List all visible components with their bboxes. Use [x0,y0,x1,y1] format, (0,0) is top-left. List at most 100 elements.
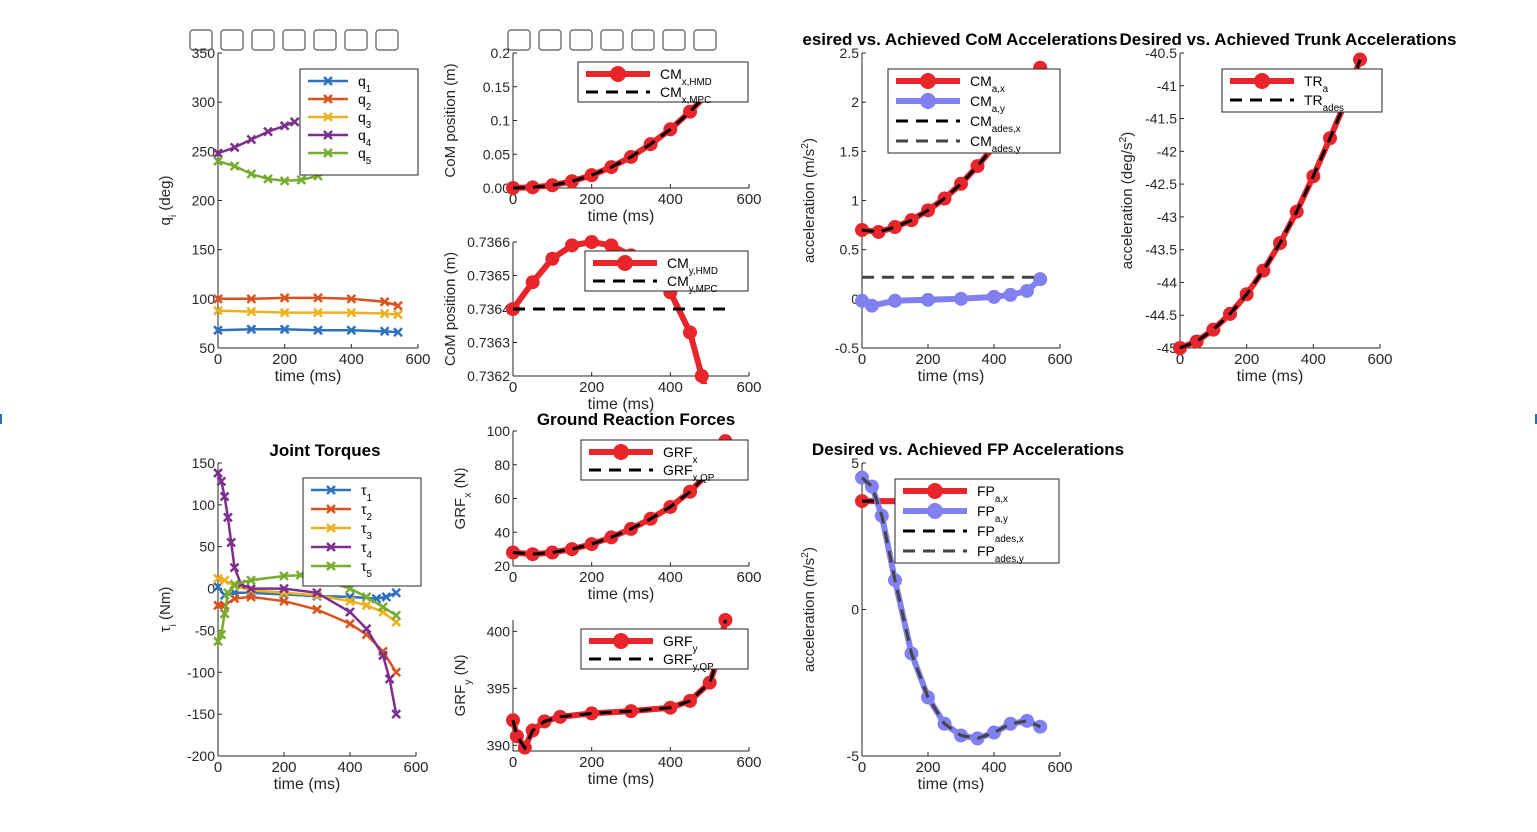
home-icon[interactable] [693,29,717,51]
data-point [216,476,227,487]
print-icon[interactable] [220,29,244,51]
data-point [565,542,579,557]
y-tick-label: -44 [1157,274,1177,290]
data-point [361,592,372,602]
data-point [393,309,403,320]
data-point [216,629,227,640]
data-point [584,235,599,249]
data-point [1033,272,1048,287]
legend-icon[interactable] [569,29,593,51]
legend-marker [326,561,336,571]
print-icon[interactable] [538,29,562,51]
data-point [279,120,290,131]
legend-label: GRFx [663,444,698,466]
data-point [279,571,289,581]
window-edge-right [1535,414,1537,424]
y-tick-label: 50 [199,539,215,555]
y-tick-label: -100 [187,664,215,680]
y-axis-label: τi (Nm) [157,587,179,633]
data-point [279,324,290,335]
series-line [217,328,399,334]
data-point [246,293,257,304]
x-tick-label: 0 [509,191,517,208]
x-tick-label: 400 [1301,351,1326,368]
x-tick-label: 200 [915,351,940,368]
legend-label: CMa,x [970,73,1005,95]
legend-marker [326,485,336,495]
x-axis-label: time (ms) [588,396,655,413]
y-tick-label: -41 [1157,78,1177,94]
zoom-out-icon[interactable] [662,29,686,51]
legend-label: τ2 [361,501,372,523]
y-tick-label: -200 [187,748,215,764]
series-2 [213,305,403,320]
y-tick-label: 150 [192,242,216,258]
data-point [1003,287,1018,302]
x-tick-label: 0 [509,569,517,586]
legend-label: TRades [1304,92,1344,114]
legend-label: FPa,x [977,483,1008,505]
data-point [525,547,540,562]
data-point [213,293,223,304]
data-point [213,636,223,647]
x-axis-label: time (ms) [1237,368,1304,385]
legend-marker [326,504,336,514]
data-point [289,116,300,127]
arrow-icon[interactable] [189,29,213,51]
data-point [346,293,357,304]
brush-icon[interactable] [507,29,531,51]
zoom-in-icon[interactable] [631,29,655,51]
legend-marker [323,148,333,158]
legend-icon[interactable] [251,29,275,51]
legend-label: FPa,y [977,503,1008,525]
y-tick-label: -41.5 [1145,111,1177,127]
y-tick-label: 2.5 [840,45,860,61]
legend-box [584,250,749,292]
data-point [345,618,355,629]
data-point [384,674,395,684]
data-point [296,174,307,185]
legend-marker [920,73,936,89]
series-1 [512,440,727,556]
y-axis-label: GRFx (N) [452,468,474,530]
y-tick-label: 20 [494,558,510,574]
y-axis-label: acceleration (m/s2) [799,547,818,672]
y-tick-label: 395 [487,680,511,696]
legend-label: CMy,HMD [667,255,718,277]
legend-marker [323,130,333,140]
legend-box [580,439,749,481]
y-tick-label: 200 [192,193,216,209]
data-point [604,238,619,253]
series-1 [1179,59,1362,350]
pan-hand-icon[interactable] [600,29,624,51]
series-1 [511,619,727,751]
series-1 [512,90,711,190]
data-point [279,292,290,303]
x-tick-label: 400 [658,569,683,586]
window-edge-left [0,414,2,424]
data-point [545,178,560,193]
data-point [987,725,1001,740]
home-icon[interactable] [375,29,399,51]
data-point [694,369,709,383]
x-tick-label: 200 [579,191,604,208]
pan-hand-icon[interactable] [282,29,306,51]
legend-box [577,61,749,103]
y-tick-label: 50 [199,340,215,356]
plot-area [213,468,402,720]
y-tick-label: 0.7362 [467,368,510,384]
series-line [1179,59,1362,350]
data-point [279,583,289,594]
legend-label: CMa,y [970,93,1005,115]
zoom-in-icon[interactable] [313,29,337,51]
data-point [1353,52,1367,67]
x-tick-label: 200 [579,379,604,396]
data-point [584,537,599,552]
data-point [219,575,230,586]
chart-grf-x: 0 200 400 600 20 40 60 80 100 time (ms) GRFx (N) Gr… [452,410,762,603]
zoom-out-icon[interactable] [344,29,368,51]
data-point [379,296,390,307]
y-tick-label: 0.7365 [467,268,510,284]
data-point [213,156,223,167]
y-axis-label: CoM position (m) [442,252,459,366]
